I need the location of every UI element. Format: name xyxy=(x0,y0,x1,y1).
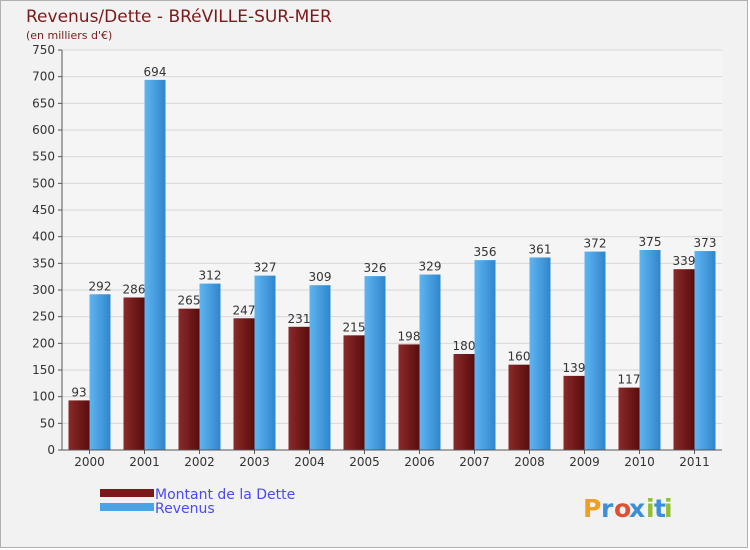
debt-value-label: 247 xyxy=(233,303,256,317)
logo-letter: P xyxy=(583,494,601,523)
x-tick-label: 2004 xyxy=(294,455,325,469)
y-tick-label: 450 xyxy=(32,203,55,217)
debt-bar-2003 xyxy=(233,318,255,450)
y-tick-label: 350 xyxy=(32,256,55,270)
revenue-bar-2000 xyxy=(89,294,111,450)
y-tick-label: 550 xyxy=(32,150,55,164)
revenue-value-label: 309 xyxy=(309,270,332,284)
revenue-bar-2010 xyxy=(639,250,661,450)
x-tick-label: 2009 xyxy=(569,455,600,469)
x-tick-label: 2006 xyxy=(404,455,435,469)
debt-bar-2000 xyxy=(68,400,90,450)
debt-value-label: 198 xyxy=(398,329,421,343)
x-tick-label: 2005 xyxy=(349,455,380,469)
debt-bar-2005 xyxy=(343,335,365,450)
revenue-value-label: 312 xyxy=(199,269,222,283)
debt-value-label: 139 xyxy=(563,361,586,375)
legend-label-revenue: Revenus xyxy=(155,501,215,517)
revenue-bar-2007 xyxy=(474,260,496,450)
debt-value-label: 339 xyxy=(673,254,696,268)
revenue-value-label: 329 xyxy=(419,260,442,274)
debt-value-label: 117 xyxy=(618,373,641,387)
legend-swatch-revenue xyxy=(100,503,154,511)
plot-area xyxy=(62,50,722,450)
y-tick-label: 300 xyxy=(32,283,55,297)
logo-letter: o xyxy=(614,494,631,523)
revenue-bar-2004 xyxy=(309,285,331,450)
debt-value-label: 215 xyxy=(343,320,366,334)
debt-bar-2007 xyxy=(453,354,475,450)
debt-bar-2004 xyxy=(288,326,310,450)
y-tick-label: 150 xyxy=(32,363,55,377)
y-tick-label: 400 xyxy=(32,230,55,244)
revenue-value-label: 356 xyxy=(474,245,497,259)
y-tick-label: 0 xyxy=(47,443,55,457)
revenue-bar-2008 xyxy=(529,257,551,450)
revenue-bar-2006 xyxy=(419,274,441,450)
y-tick-label: 600 xyxy=(32,123,55,137)
debt-value-label: 231 xyxy=(288,312,311,326)
chart-subtitle: (en milliers d'€) xyxy=(26,29,112,42)
debt-value-label: 160 xyxy=(508,350,531,364)
revenue-bar-2003 xyxy=(254,275,276,450)
y-tick-label: 200 xyxy=(32,336,55,350)
axes: 0 50 100 150 200 250 300 350 400 450 500 550 600 650 7… xyxy=(32,43,722,469)
x-tick-label: 2010 xyxy=(624,455,655,469)
logo-letter: r xyxy=(601,494,614,523)
debt-value-label: 93 xyxy=(71,385,86,399)
y-tick-label: 250 xyxy=(32,310,55,324)
revenue-value-label: 375 xyxy=(639,235,662,249)
debt-bar-2006 xyxy=(398,344,420,450)
revenue-bar-2001 xyxy=(144,79,166,450)
chart-title: Revenus/Dette - BRéVILLE-SUR-MER xyxy=(26,7,332,27)
legend-swatch-debt xyxy=(100,489,154,497)
y-tick-label: 750 xyxy=(32,43,55,57)
debt-value-label: 180 xyxy=(453,339,476,353)
revenue-value-label: 292 xyxy=(89,279,112,293)
debt-value-label: 265 xyxy=(178,294,201,308)
revenue-value-label: 373 xyxy=(694,236,717,250)
revenue-value-label: 361 xyxy=(529,242,552,256)
legend-label-debt: Montant de la Dette xyxy=(155,487,295,503)
revenue-value-label: 326 xyxy=(364,261,387,275)
revenue-value-label: 694 xyxy=(144,65,167,79)
y-tick-label: 500 xyxy=(32,176,55,190)
debt-bar-2011 xyxy=(673,269,695,450)
y-tick-label: 50 xyxy=(40,416,55,430)
revenue-bar-2002 xyxy=(199,283,221,450)
debt-bar-2002 xyxy=(178,308,200,450)
debt-bar-2009 xyxy=(563,375,585,450)
x-tick-label: 2003 xyxy=(239,455,270,469)
grid-lines xyxy=(62,49,722,451)
revenue-bar-2005 xyxy=(364,276,386,450)
x-tick-label: 2001 xyxy=(129,455,160,469)
logo-letter: i xyxy=(646,494,655,523)
y-tick-label: 700 xyxy=(32,70,55,84)
x-tick-label: 2008 xyxy=(514,455,545,469)
revenue-value-label: 327 xyxy=(254,261,277,275)
debt-bar-2010 xyxy=(618,387,640,450)
revenue-bar-2009 xyxy=(584,251,606,450)
x-tick-label: 2007 xyxy=(459,455,490,469)
debt-bar-2008 xyxy=(508,364,530,450)
logo-letter: i xyxy=(664,494,673,523)
bars: 93 292 286 694 265 312 247 327 231 309 215 326 198 32… xyxy=(68,65,717,450)
x-tick-label: 2000 xyxy=(74,455,105,469)
revenue-bar-2011 xyxy=(694,251,716,450)
logo-letter: x xyxy=(629,494,645,523)
revenue-value-label: 372 xyxy=(584,237,607,251)
y-tick-label: 100 xyxy=(32,390,55,404)
debt-value-label: 286 xyxy=(123,282,146,296)
x-tick-label: 2011 xyxy=(679,455,710,469)
x-tick-label: 2002 xyxy=(184,455,215,469)
debt-bar-2001 xyxy=(123,297,145,450)
logo-letter: t xyxy=(654,494,666,523)
y-tick-label: 650 xyxy=(32,96,55,110)
